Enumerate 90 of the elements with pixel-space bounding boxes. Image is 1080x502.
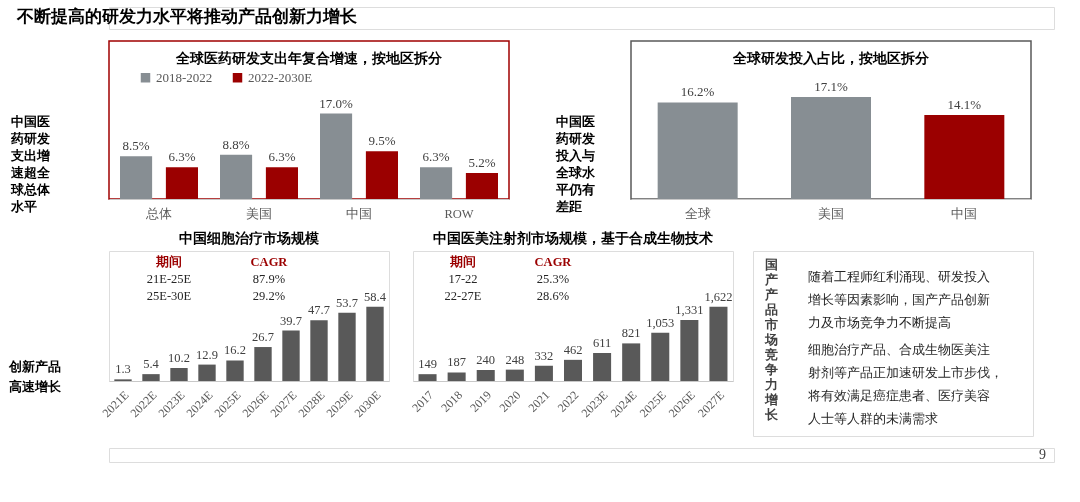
bar	[142, 374, 160, 381]
text: 28.6%	[536, 289, 570, 303]
data-label: 8.5%	[122, 138, 150, 154]
data-label: 187	[447, 355, 467, 370]
data-label: 821	[621, 326, 641, 341]
bar	[534, 365, 553, 381]
bar	[622, 343, 641, 381]
bar	[593, 353, 612, 381]
data-label: 149	[418, 357, 437, 372]
bar	[310, 320, 328, 381]
text: CAGR	[250, 255, 289, 269]
bar	[320, 113, 353, 199]
chart-title: 中国医美注射剂市场规模，基于合成生物技术	[433, 229, 713, 246]
text: 21E-25E	[146, 272, 192, 286]
data-label: 17.0%	[319, 95, 354, 111]
data-label: 12.9	[196, 347, 218, 362]
chart-title: 全球医药研发支出年复合增速，按地区拆分	[175, 50, 443, 66]
x-tick-label: ROW	[444, 206, 474, 221]
chart-title: 全球研发投入占比，按地区拆分	[732, 50, 930, 66]
x-tick-label: 美国	[818, 205, 844, 221]
x-tick-label: 2021	[525, 388, 553, 415]
x-tick-label: 中国	[951, 206, 978, 221]
data-label: 16.2%	[680, 84, 715, 100]
text: 不断提高的研发力水平将推动产品创新力增长	[16, 7, 358, 26]
bar	[170, 368, 188, 381]
data-label: 8.8%	[222, 136, 250, 152]
bar	[220, 154, 253, 199]
x-tick-label: 美国	[246, 205, 272, 221]
text: 随着工程师红利涌现、研发投入增长等因素影响，国产产品创新力及市场竞争力不断提高	[807, 269, 990, 330]
data-label: 611	[592, 336, 612, 351]
data-label: 17.1%	[814, 79, 848, 95]
data-label: 1.3	[115, 362, 131, 377]
bar	[120, 156, 153, 199]
bar	[282, 330, 300, 381]
bar	[226, 360, 244, 381]
bar	[198, 364, 216, 381]
chart-title: 国产产品市场竞争力增长	[764, 257, 778, 422]
data-label: 6.3%	[168, 149, 196, 165]
bar	[476, 370, 495, 381]
data-label: 58.4	[364, 289, 387, 304]
text: 25.3%	[536, 272, 570, 286]
text: 17-22	[448, 272, 478, 286]
text: 细胞治疗产品、合成生物医美注射剂等产品正加速研发上市步伐，将有效满足癌症患者、医疗美容人士等人群的未满需求	[807, 342, 1003, 426]
data-label: 1,622	[704, 289, 733, 304]
data-label: 9.5%	[368, 133, 396, 149]
data-label: 16.2	[224, 343, 246, 358]
legend-label: 2022-2030E	[248, 69, 313, 85]
bar	[366, 306, 384, 381]
x-tick-label: 中国	[346, 206, 372, 221]
data-label: 332	[534, 348, 554, 363]
data-label: 248	[505, 352, 525, 367]
text: 创新产品高速增长	[8, 359, 62, 394]
data-label: 5.2%	[468, 154, 496, 170]
data-label: 5.4	[143, 357, 160, 372]
bar	[420, 167, 453, 199]
text: 9	[1039, 447, 1046, 462]
bar	[418, 374, 437, 381]
data-label: 14.1%	[947, 96, 982, 112]
data-label: 6.3%	[422, 149, 450, 165]
chart-title: 中国细胞治疗市场规模	[179, 229, 320, 246]
data-label: 1,331	[675, 303, 704, 318]
text: 中国医药研发投入与全球水平仍有差距	[555, 114, 596, 214]
x-tick-label: 全球	[684, 206, 711, 221]
data-label: 462	[563, 342, 583, 357]
text: 期间	[155, 255, 182, 269]
x-tick-label: 总体	[145, 206, 172, 221]
text: 22-27E	[444, 289, 482, 303]
bar	[563, 359, 583, 381]
data-label: 47.7	[308, 303, 330, 318]
text: 25E-30E	[146, 289, 192, 303]
text: 29.2%	[252, 289, 286, 303]
data-label: 6.3%	[268, 149, 296, 165]
bar	[709, 306, 728, 381]
data-label: 1,053	[646, 315, 675, 330]
text: 87.9%	[252, 272, 286, 286]
data-label: 53.7	[336, 295, 358, 310]
bar	[447, 372, 466, 381]
bar	[680, 320, 699, 381]
text: 中国医药研发支出增速超全球总体水平	[10, 114, 51, 214]
data-label: 240	[476, 353, 496, 368]
data-label: 26.7	[252, 330, 274, 345]
data-label: 39.7	[280, 313, 302, 328]
text: CAGR	[534, 255, 573, 269]
bar	[254, 347, 272, 381]
data-label: 10.2	[168, 351, 190, 366]
bar	[505, 369, 524, 381]
bar	[338, 312, 356, 381]
bar	[651, 332, 670, 381]
legend-label: 2018-2022	[156, 69, 213, 85]
text: 期间	[449, 255, 476, 269]
